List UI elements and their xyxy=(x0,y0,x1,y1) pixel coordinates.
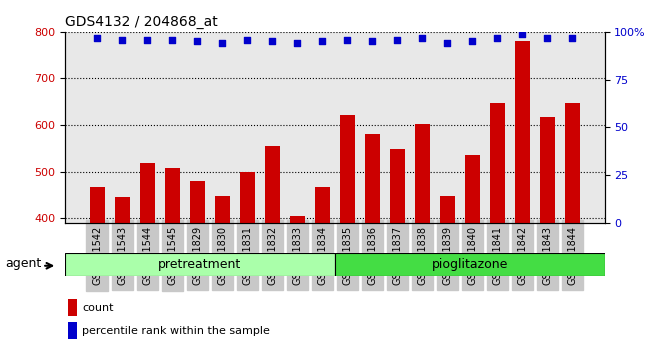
Point xyxy=(467,39,478,44)
Text: GDS4132 / 204868_at: GDS4132 / 204868_at xyxy=(65,16,218,29)
Bar xyxy=(265,146,279,354)
Bar xyxy=(68,299,77,316)
Bar xyxy=(565,103,580,354)
Point xyxy=(417,35,428,40)
Bar xyxy=(90,187,105,354)
Point xyxy=(142,37,152,42)
Bar xyxy=(68,322,77,339)
Bar xyxy=(315,187,330,354)
Text: pretreatment: pretreatment xyxy=(158,258,242,271)
Bar xyxy=(440,195,455,354)
Bar xyxy=(214,196,229,354)
Point xyxy=(267,39,278,44)
Point xyxy=(167,37,177,42)
Point xyxy=(492,35,502,40)
Text: count: count xyxy=(83,303,114,313)
Bar xyxy=(140,163,155,354)
Bar xyxy=(190,181,205,354)
Text: pioglitazone: pioglitazone xyxy=(432,258,508,271)
Bar xyxy=(164,168,179,354)
Bar xyxy=(390,149,405,354)
Bar xyxy=(240,172,255,354)
Point xyxy=(542,35,552,40)
Point xyxy=(192,39,202,44)
Bar xyxy=(540,117,555,354)
Point xyxy=(342,37,352,42)
Point xyxy=(217,40,228,46)
Text: percentile rank within the sample: percentile rank within the sample xyxy=(83,326,270,336)
Bar xyxy=(65,253,335,276)
Bar xyxy=(114,198,129,354)
Point xyxy=(517,31,528,36)
Bar xyxy=(465,155,480,354)
Text: agent: agent xyxy=(5,257,42,270)
Point xyxy=(242,37,252,42)
Point xyxy=(442,40,452,46)
Bar xyxy=(340,115,355,354)
Point xyxy=(392,37,402,42)
Point xyxy=(292,40,302,46)
Point xyxy=(117,37,127,42)
Bar xyxy=(490,103,505,354)
Point xyxy=(92,35,102,40)
Bar xyxy=(365,135,380,354)
Point xyxy=(567,35,578,40)
Point xyxy=(317,39,328,44)
Bar xyxy=(415,124,430,354)
Bar xyxy=(515,41,530,354)
Bar xyxy=(290,216,305,354)
Point xyxy=(367,39,378,44)
Bar xyxy=(335,253,604,276)
